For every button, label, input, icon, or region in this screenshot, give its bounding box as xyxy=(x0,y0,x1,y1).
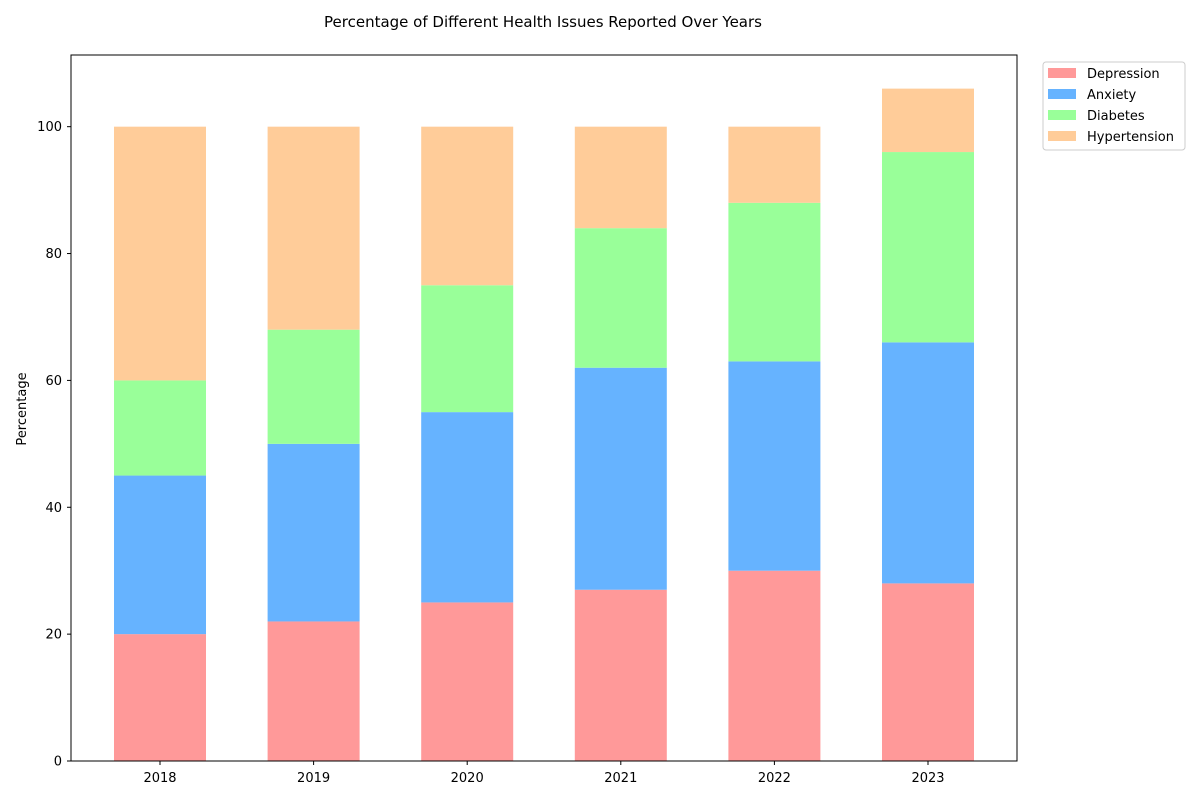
bar-anxiety-2021 xyxy=(574,367,667,590)
bar-diabetes-2020 xyxy=(421,285,514,413)
legend: Depression Anxiety Diabetes Hypertension xyxy=(1042,61,1186,151)
y-tick-label: 0 xyxy=(54,755,62,770)
bar-anxiety-2020 xyxy=(421,412,514,603)
bar-hypertension-2020 xyxy=(421,126,514,286)
bar-hypertension-2019 xyxy=(267,126,360,330)
bar-depression-2019 xyxy=(267,621,360,761)
y-tick-label: 100 xyxy=(37,120,62,135)
legend-swatch-anxiety xyxy=(1048,89,1076,99)
bar-diabetes-2019 xyxy=(267,329,360,444)
bars-group xyxy=(114,88,974,761)
x-tick-label: 2023 xyxy=(911,771,944,786)
bar-anxiety-2023 xyxy=(882,342,974,584)
legend-label-depression: Depression xyxy=(1087,67,1160,82)
axes-group: 0 20 40 60 80 100 2018 2019 2020 2021 2022 2023 xyxy=(37,54,1018,786)
y-axis-label: Percentage xyxy=(15,372,30,445)
y-tick-label: 40 xyxy=(45,501,62,516)
legend-swatch-depression xyxy=(1048,68,1076,78)
bar-depression-2023 xyxy=(882,583,974,761)
legend-label-anxiety: Anxiety xyxy=(1087,88,1137,103)
legend-swatch-hypertension xyxy=(1048,131,1076,141)
bar-hypertension-2018 xyxy=(114,126,206,381)
x-tick-label: 2020 xyxy=(451,771,484,786)
bar-hypertension-2021 xyxy=(574,126,667,229)
bar-diabetes-2021 xyxy=(574,228,667,368)
bar-depression-2018 xyxy=(114,634,206,761)
bar-hypertension-2022 xyxy=(728,126,821,203)
bar-depression-2021 xyxy=(574,589,667,761)
x-tick-label: 2019 xyxy=(297,771,330,786)
plot-frame xyxy=(70,54,1018,762)
bar-depression-2022 xyxy=(728,570,821,761)
bar-anxiety-2018 xyxy=(114,475,206,635)
bar-anxiety-2022 xyxy=(728,361,821,571)
bar-diabetes-2022 xyxy=(728,202,821,362)
y-tick-label: 80 xyxy=(45,247,62,262)
bar-diabetes-2018 xyxy=(114,380,206,476)
bar-diabetes-2023 xyxy=(882,152,974,343)
chart-title: Percentage of Different Health Issues Re… xyxy=(324,13,762,31)
x-tick-label: 2021 xyxy=(604,771,637,786)
x-tick-label: 2018 xyxy=(143,771,176,786)
legend-label-hypertension: Hypertension xyxy=(1087,130,1174,145)
legend-label-diabetes: Diabetes xyxy=(1087,109,1145,124)
y-tick-label: 20 xyxy=(45,628,62,643)
y-tick-label: 60 xyxy=(45,374,62,389)
legend-swatch-diabetes xyxy=(1048,110,1076,120)
x-tick-label: 2022 xyxy=(758,771,791,786)
bar-hypertension-2023 xyxy=(882,88,974,153)
legend-box xyxy=(1042,61,1186,151)
bar-depression-2020 xyxy=(421,602,514,761)
bar-anxiety-2019 xyxy=(267,443,360,622)
